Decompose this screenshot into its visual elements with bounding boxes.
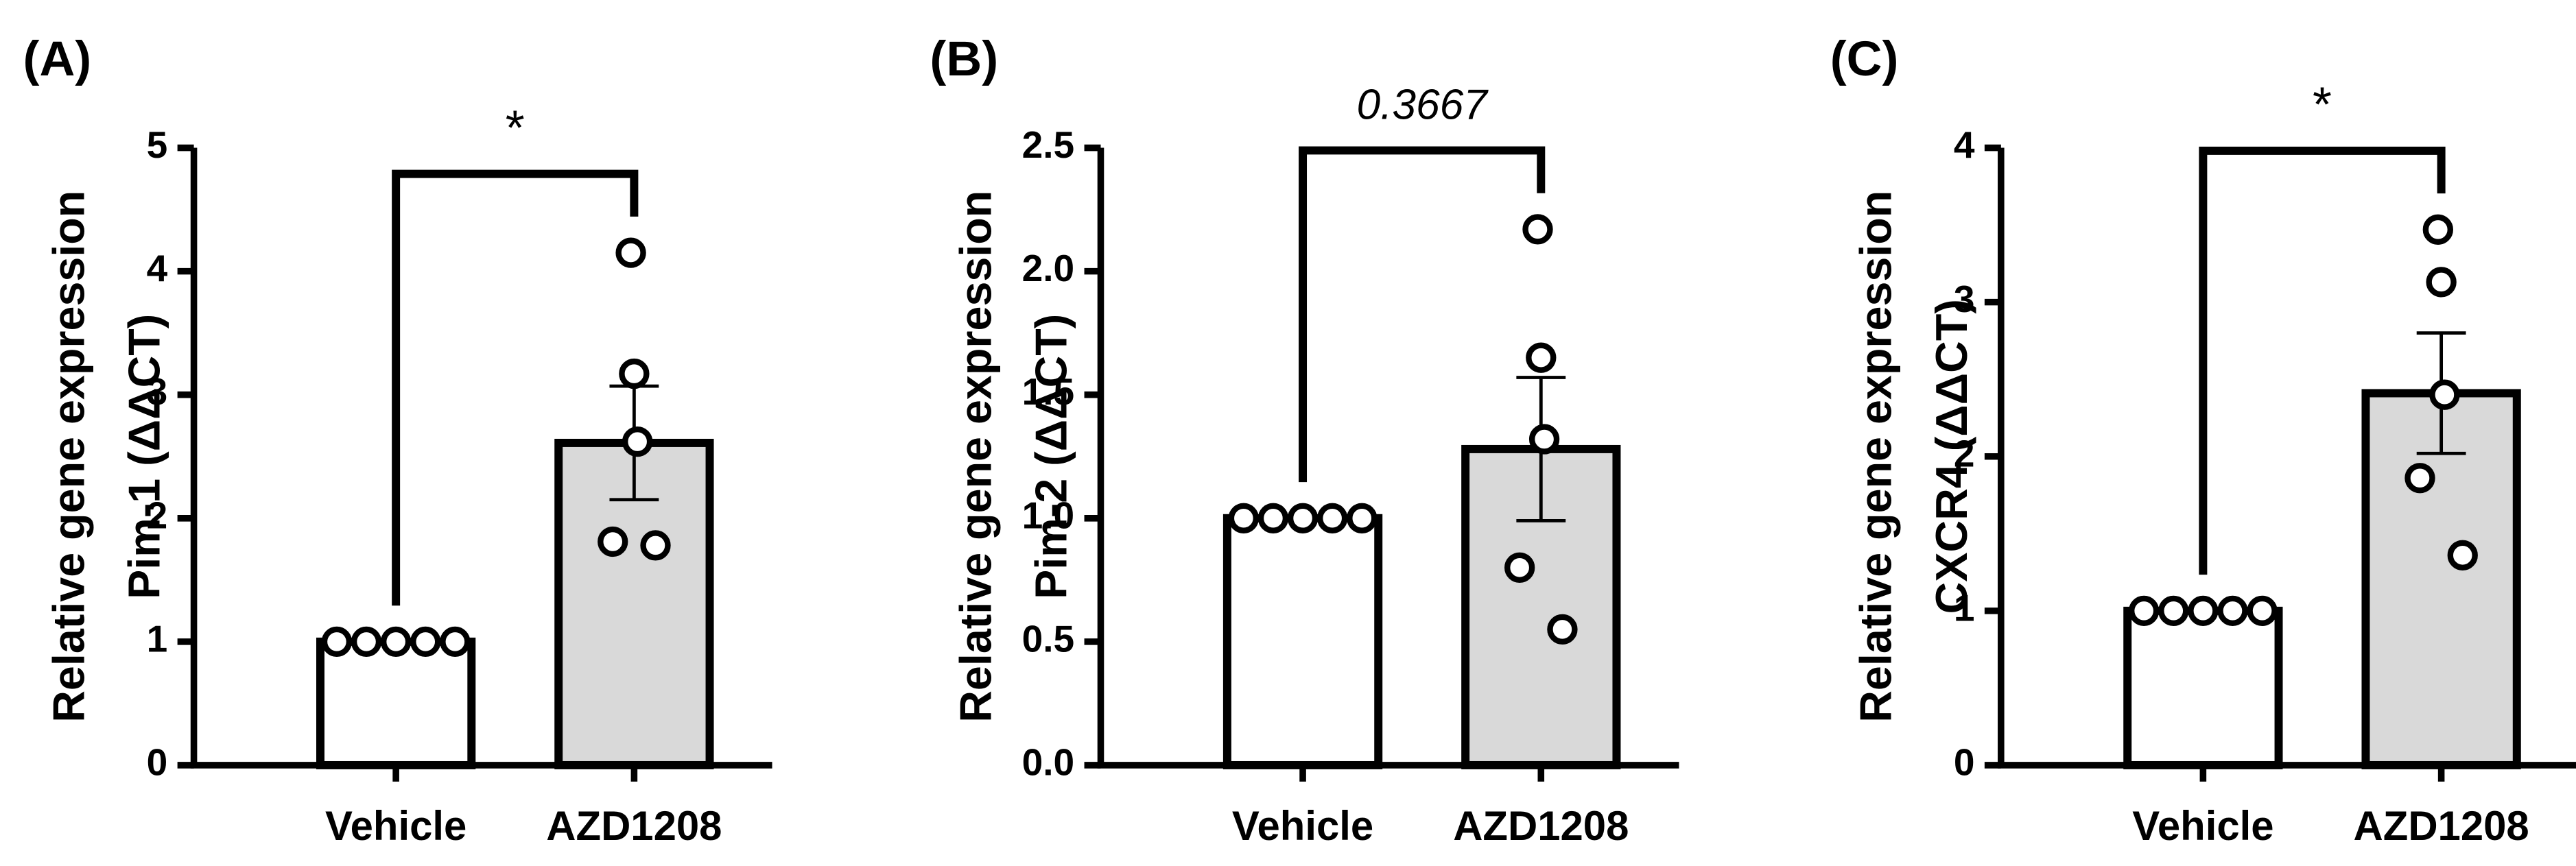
y-tick-label: 2.0 bbox=[1022, 247, 1075, 289]
y-tick-label: 1 bbox=[1954, 586, 1975, 629]
x-tick-label: Vehicle bbox=[325, 803, 466, 849]
y-tick-label: 1.0 bbox=[1022, 494, 1075, 536]
y-axis-label: Pim-1 (ΔΔCT) bbox=[119, 314, 169, 599]
y-axis-label: CXCR4 (ΔΔCT) bbox=[1926, 299, 1976, 614]
significance-label: * bbox=[2313, 77, 2332, 132]
data-point bbox=[2217, 595, 2248, 627]
data-point bbox=[380, 626, 412, 658]
data-point bbox=[619, 358, 650, 389]
data-point bbox=[1257, 503, 1289, 533]
bar bbox=[2361, 389, 2521, 769]
panel-label: (A) bbox=[23, 32, 92, 86]
bar bbox=[1222, 514, 1383, 769]
bar bbox=[316, 637, 476, 769]
data-point bbox=[2404, 463, 2435, 494]
data-point bbox=[440, 626, 471, 658]
data-point bbox=[622, 426, 653, 457]
data-point bbox=[615, 237, 646, 268]
y-tick-label: 4 bbox=[1954, 123, 1975, 166]
data-point bbox=[321, 626, 353, 658]
y-tick-label: 1.5 bbox=[1022, 370, 1075, 413]
y-tick-label: 2 bbox=[1954, 432, 1975, 474]
y-tick-label: 0.5 bbox=[1022, 617, 1075, 660]
y-tick-label: 0 bbox=[1954, 741, 1975, 784]
data-point bbox=[1228, 503, 1259, 533]
data-point bbox=[2447, 540, 2478, 570]
data-point bbox=[2247, 595, 2278, 627]
data-point bbox=[2129, 595, 2160, 627]
data-point bbox=[640, 530, 671, 561]
data-point bbox=[2188, 595, 2219, 627]
panel-label: (B) bbox=[930, 32, 998, 86]
x-tick-label: AZD1208 bbox=[1453, 803, 1629, 849]
panel: (B) Relative gene expression Pim-2 (ΔΔCT) 0… bbox=[930, 32, 1679, 849]
data-point bbox=[1528, 424, 1560, 455]
y-axis-label: Relative gene expression bbox=[950, 191, 1000, 723]
bar bbox=[1461, 444, 1621, 769]
significance-label: 0.3667 bbox=[1356, 82, 1489, 129]
panel: (C) Relative gene expression CXCR4 (ΔΔCT) 0… bbox=[1830, 32, 2576, 849]
significance-label: * bbox=[506, 100, 525, 155]
data-point bbox=[2426, 267, 2457, 298]
data-point bbox=[2422, 214, 2453, 245]
y-tick-label: 0 bbox=[147, 741, 168, 784]
x-tick-label: Vehicle bbox=[2132, 803, 2273, 849]
y-tick-label: 2.5 bbox=[1022, 123, 1075, 166]
x-tick-label: AZD1208 bbox=[2354, 803, 2529, 849]
x-tick-label: AZD1208 bbox=[546, 803, 722, 849]
panel-label: (C) bbox=[1830, 32, 1899, 86]
y-tick-label: 0.0 bbox=[1022, 741, 1075, 784]
bar bbox=[2123, 606, 2283, 769]
significance-bracket bbox=[1299, 146, 1546, 483]
data-point bbox=[351, 626, 382, 658]
y-tick-label: 3 bbox=[1954, 278, 1975, 320]
data-point bbox=[1317, 503, 1348, 533]
y-axis-label: Pim-2 (ΔΔCT) bbox=[1026, 314, 1076, 599]
y-tick-label: 3 bbox=[147, 370, 168, 413]
y-tick-label: 5 bbox=[147, 123, 168, 166]
y-axis-label: Relative gene expression bbox=[1851, 191, 1901, 723]
data-point bbox=[598, 526, 628, 557]
data-point bbox=[1287, 503, 1319, 533]
data-point bbox=[1522, 214, 1553, 245]
y-tick-label: 4 bbox=[147, 247, 168, 289]
y-tick-label: 1 bbox=[147, 617, 168, 660]
significance-bracket bbox=[392, 169, 639, 606]
data-point bbox=[2429, 379, 2460, 410]
x-tick-label: Vehicle bbox=[1232, 803, 1373, 849]
data-point bbox=[1526, 342, 1557, 373]
data-point bbox=[410, 626, 441, 658]
y-axis-label: Relative gene expression bbox=[43, 191, 93, 723]
data-point bbox=[2158, 595, 2189, 627]
y-tick-label: 2 bbox=[147, 494, 168, 536]
data-point bbox=[1504, 552, 1535, 583]
data-point bbox=[1347, 503, 1378, 533]
data-point bbox=[1547, 614, 1578, 645]
significance-bracket bbox=[2199, 146, 2446, 575]
panel: (A) Relative gene expression Pim-1 (ΔΔCT) 0… bbox=[23, 32, 772, 849]
